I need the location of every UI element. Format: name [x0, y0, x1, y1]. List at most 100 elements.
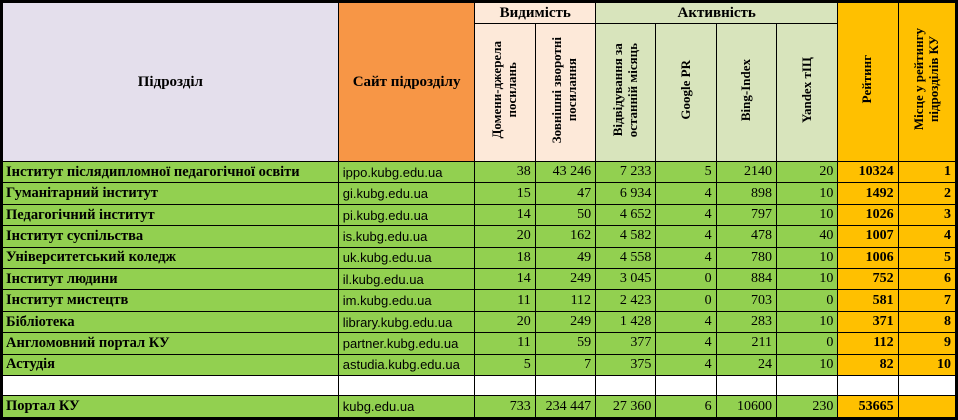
cell-name: Педагогічний інститут — [2, 203, 339, 227]
sub-header-row: Домени-джерела посилань Зовнішні зворотн… — [3, 23, 956, 162]
cell-name: Бібліотека — [2, 310, 339, 334]
cell-bing-index: 10600 — [715, 395, 777, 418]
spacer-cell — [775, 375, 839, 397]
cell-name: Портал КУ — [2, 395, 339, 418]
cell-backlinks: 50 — [534, 203, 597, 227]
cell-yandex-tic: 10 — [775, 353, 839, 377]
table-row: Інститут суспільства is.kubg.edu.ua 20 162 4… — [2, 225, 957, 248]
cell-yandex-tic: 10 — [775, 310, 839, 334]
cell-visits: 377 — [595, 332, 657, 355]
cell-bing-index: 884 — [715, 268, 777, 291]
cell-bing-index: 703 — [715, 289, 777, 312]
spacer-cell — [655, 375, 717, 397]
spacer-cell — [897, 375, 957, 397]
cell-domains: 20 — [474, 225, 536, 248]
cell-google-pr: 6 — [655, 395, 717, 418]
cell-visits: 7 233 — [595, 160, 657, 184]
cell-visits: 375 — [595, 353, 657, 377]
spacer-row — [2, 375, 957, 397]
cell-site: im.kubg.edu.ua — [337, 289, 476, 312]
cell-site: ippo.kubg.edu.ua — [337, 160, 476, 184]
cell-place: 8 — [897, 310, 957, 334]
cell-bing-index: 898 — [715, 182, 777, 205]
cell-yandex-tic: 230 — [775, 395, 839, 418]
cell-place: 10 — [897, 353, 957, 377]
cell-visits: 3 045 — [595, 268, 657, 291]
group-header-activity: Активність — [595, 2, 839, 24]
cell-rating: 1007 — [837, 225, 899, 248]
cell-backlinks: 234 447 — [534, 395, 597, 418]
cell-google-pr: 4 — [655, 310, 717, 334]
cell-name: Інститут мистецтв — [2, 289, 339, 312]
column-header-domains: Домени-джерела посилань — [474, 23, 536, 162]
cell-backlinks: 43 246 — [534, 160, 597, 184]
cell-rating: 1026 — [837, 203, 899, 227]
column-header-google-pr-label: Google PR — [677, 60, 693, 120]
column-header-visits: Відвідування за останній місяць — [595, 23, 657, 162]
cell-bing-index: 780 — [715, 246, 777, 270]
column-header-subdivision: Підрозділ — [2, 2, 339, 162]
cell-bing-index: 24 — [715, 353, 777, 377]
spacer-cell — [837, 375, 899, 397]
group-header-visibility: Видимість — [474, 2, 597, 24]
cell-place: 4 — [897, 225, 957, 248]
cell-visits: 6 934 — [595, 182, 657, 205]
cell-bing-index: 211 — [715, 332, 777, 355]
cell-yandex-tic: 10 — [775, 246, 839, 270]
cell-name: Англомовний портал КУ — [2, 332, 339, 355]
cell-visits: 4 582 — [595, 225, 657, 248]
cell-domains: 38 — [474, 160, 536, 184]
cell-bing-index: 478 — [715, 225, 777, 248]
cell-rating: 53665 — [837, 395, 899, 418]
cell-domains: 15 — [474, 182, 536, 205]
column-header-yandex-tic: Yandex тІЦ — [775, 23, 839, 162]
cell-visits: 27 360 — [595, 395, 657, 418]
cell-yandex-tic: 0 — [775, 332, 839, 355]
cell-site: gi.kubg.edu.ua — [337, 182, 476, 205]
cell-domains: 14 — [474, 268, 536, 291]
cell-rating: 112 — [837, 332, 899, 355]
spacer-cell — [337, 375, 476, 397]
cell-bing-index: 2140 — [715, 160, 777, 184]
column-header-google-pr: Google PR — [655, 23, 717, 162]
table-body: Інститут післядипломної педагогічної осв… — [2, 160, 957, 418]
table-row: Педагогічний інститут pi.kubg.edu.ua 14 50 4… — [2, 203, 957, 227]
cell-site: il.kubg.edu.ua — [337, 268, 476, 291]
cell-site: library.kubg.edu.ua — [337, 310, 476, 334]
column-header-place-label: Місце у рейтингу підрозділів КУ — [910, 28, 941, 131]
cell-yandex-tic: 10 — [775, 268, 839, 291]
cell-domains: 11 — [474, 289, 536, 312]
footer-row: Портал КУ kubg.edu.ua 733 234 447 27 360 6 106… — [2, 395, 957, 418]
cell-name: Університетський коледж — [2, 246, 339, 270]
cell-rating: 1492 — [837, 182, 899, 205]
cell-rating: 82 — [837, 353, 899, 377]
column-header-rating-label: Рейтинг — [859, 55, 875, 104]
cell-google-pr: 5 — [655, 160, 717, 184]
cell-google-pr: 4 — [655, 353, 717, 377]
column-header-visits-label: Відвідування за останній місяць — [609, 42, 640, 138]
cell-google-pr: 4 — [655, 246, 717, 270]
table-row: Університетський коледж uk.kubg.edu.ua 18 4… — [2, 246, 957, 270]
cell-backlinks: 7 — [534, 353, 597, 377]
cell-google-pr: 4 — [655, 332, 717, 355]
cell-yandex-tic: 10 — [775, 182, 839, 205]
cell-backlinks: 47 — [534, 182, 597, 205]
cell-backlinks: 59 — [534, 332, 597, 355]
column-header-domains-label: Домени-джерела посилань — [489, 41, 520, 139]
cell-site: partner.kubg.edu.ua — [337, 332, 476, 355]
table-row: Інститут післядипломної педагогічної осв… — [2, 160, 957, 184]
column-header-backlinks-label: Зовнішні зворотні посилання — [549, 36, 580, 144]
cell-place — [897, 395, 957, 418]
table-row: Гуманітарний інститут gi.kubg.edu.ua 15 47 6… — [2, 182, 957, 205]
cell-google-pr: 4 — [655, 203, 717, 227]
cell-google-pr: 4 — [655, 225, 717, 248]
cell-place: 2 — [897, 182, 957, 205]
cell-name: Астудія — [2, 353, 339, 377]
cell-name: Інститут людини — [2, 268, 339, 291]
column-header-rating: Рейтинг — [837, 2, 899, 162]
cell-backlinks: 249 — [534, 310, 597, 334]
cell-yandex-tic: 40 — [775, 225, 839, 248]
table-row: Англомовний портал КУ partner.kubg.edu.ua… — [2, 332, 957, 355]
spacer-cell — [715, 375, 777, 397]
